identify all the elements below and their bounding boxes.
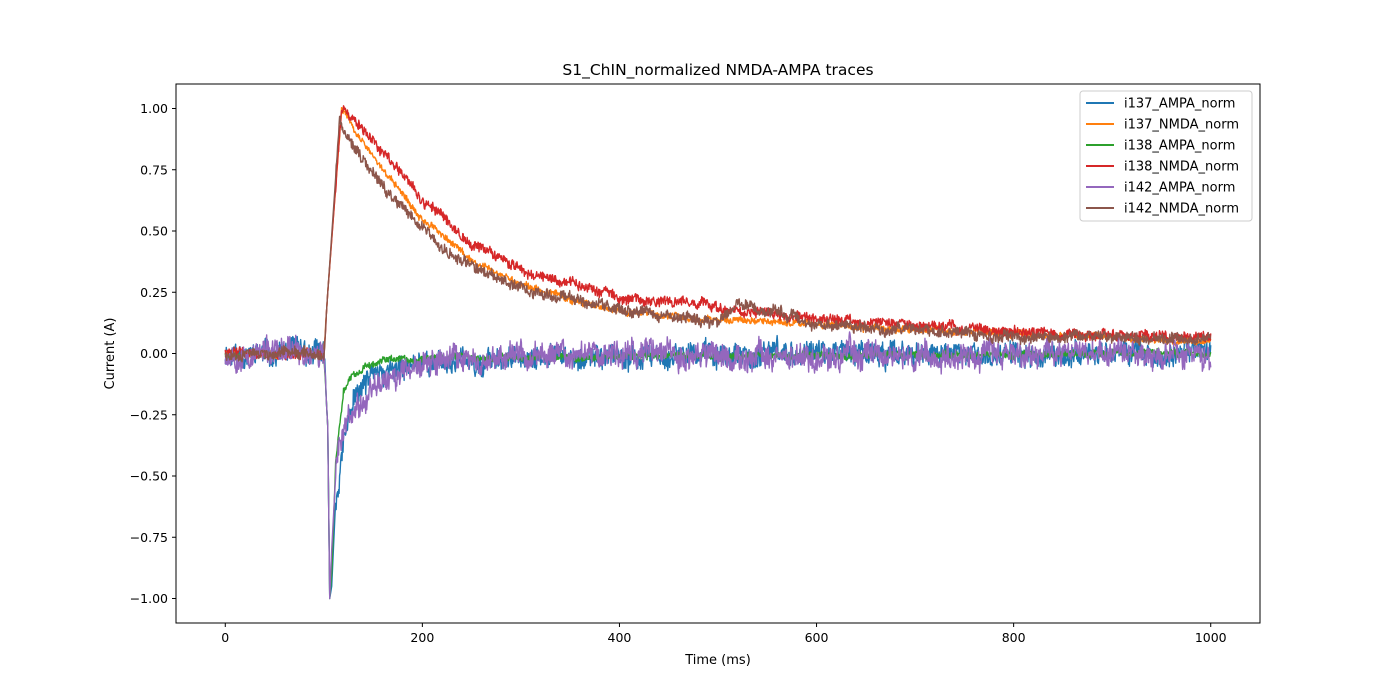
x-tick-label: 200 xyxy=(410,630,434,645)
y-tick-label: 1.00 xyxy=(140,101,168,116)
y-tick-label: 0.75 xyxy=(140,162,168,177)
series-line-i137_AMPA_norm xyxy=(224,334,1212,600)
legend-label: i142_AMPA_norm xyxy=(1124,181,1235,196)
x-tick-label: 1000 xyxy=(1195,630,1227,645)
x-tick-label: 800 xyxy=(1002,630,1026,645)
legend-label: i138_NMDA_norm xyxy=(1124,160,1239,175)
x-axis-label: Time (ms) xyxy=(684,653,751,668)
y-tick-label: 0.25 xyxy=(140,285,168,300)
x-tick-label: 600 xyxy=(805,630,829,645)
y-tick-label: −0.50 xyxy=(130,469,168,484)
legend-label: i138_AMPA_norm xyxy=(1124,139,1235,154)
legend-label: i137_NMDA_norm xyxy=(1124,118,1239,133)
x-tick-label: 0 xyxy=(221,630,229,645)
legend-label: i142_NMDA_norm xyxy=(1124,202,1239,217)
y-axis: −1.00 −0.75 −0.50 −0.25 0.00 0.25 0.50 0.75 1.00 xyxy=(130,101,176,606)
y-tick-label: 0.00 xyxy=(140,346,168,361)
legend: i137_AMPA_norm i137_NMDA_norm i138_AMPA_no… xyxy=(1079,90,1253,222)
y-tick-label: −0.25 xyxy=(130,407,168,422)
series-lines xyxy=(224,105,1212,600)
y-tick-label: 0.50 xyxy=(140,224,168,239)
series-line-i142_AMPA_norm xyxy=(224,331,1212,600)
legend-box xyxy=(1079,90,1253,222)
legend-label: i137_AMPA_norm xyxy=(1124,97,1235,112)
x-axis: 0 200 400 600 800 1000 xyxy=(221,623,1227,645)
series-line-i138_NMDA_norm xyxy=(224,105,1212,362)
y-tick-label: −1.00 xyxy=(130,591,168,606)
series-line-i142_NMDA_norm xyxy=(224,115,1212,363)
y-axis-label: Current (A) xyxy=(103,318,118,390)
chart-title: S1_ChIN_normalized NMDA-AMPA traces xyxy=(562,61,873,80)
y-tick-label: −0.75 xyxy=(130,530,168,545)
x-tick-label: 400 xyxy=(608,630,632,645)
